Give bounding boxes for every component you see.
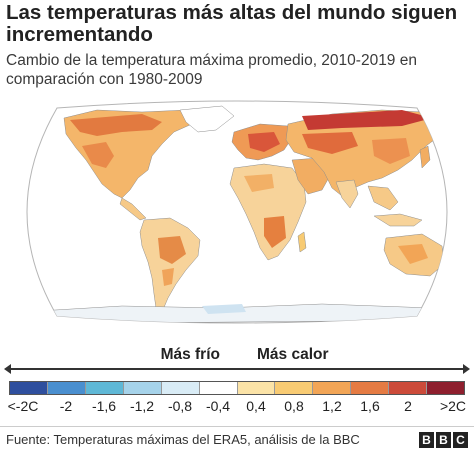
- asia-east-heat: [372, 138, 410, 164]
- world-map: [2, 98, 472, 326]
- south-america: [139, 217, 201, 313]
- antarctica-cold: [202, 304, 246, 314]
- asia-north-heat: [302, 110, 432, 130]
- legend-tick-label: -1,2: [129, 398, 155, 414]
- legend-swatch-5: [199, 382, 238, 394]
- antarctica: [27, 303, 447, 323]
- legend-swatch-11: [427, 382, 465, 394]
- legend-swatch-10: [389, 382, 428, 394]
- legend-tick-label: -0,8: [167, 398, 193, 414]
- legend-axis-line: [9, 368, 465, 370]
- legend-swatch-1: [47, 382, 86, 394]
- legend-swatch-7: [275, 382, 314, 394]
- legend-tick-label: 0,4: [246, 398, 266, 414]
- europe-heat: [248, 132, 280, 152]
- legend-tick-label: -2: [59, 398, 73, 414]
- colder-label: Más frío: [160, 346, 220, 363]
- bbc-logo-block: C: [453, 432, 468, 448]
- left-arrow-icon: [4, 364, 11, 374]
- legend-tick-label: 2: [404, 398, 412, 414]
- africa-heat-2: [244, 174, 274, 192]
- greenland: [179, 105, 235, 133]
- legend-tick-label: 1,6: [360, 398, 380, 414]
- japan: [419, 145, 431, 169]
- legend-tick-label: >2C: [439, 398, 467, 414]
- legend-swatch-8: [313, 382, 352, 394]
- legend-tick-label: <-2C: [7, 398, 39, 414]
- legend-direction-labels: Más frío Más calor: [0, 346, 474, 366]
- new-zealand: [452, 270, 460, 288]
- legend-tick-label: 0,8: [284, 398, 304, 414]
- south-america-heat: [158, 236, 186, 264]
- source-note: Fuente: Temperaturas máximas del ERA5, a…: [6, 432, 360, 447]
- legend-tick-label: 1,2: [322, 398, 342, 414]
- footer-divider: [0, 426, 474, 427]
- legend-swatch-9: [351, 382, 390, 394]
- bbc-logo-block: B: [436, 432, 451, 448]
- india: [335, 179, 359, 209]
- legend-swatch-2: [85, 382, 124, 394]
- legend-swatch-4: [161, 382, 200, 394]
- north-america-west-heat: [82, 142, 114, 168]
- southeast-asia: [367, 185, 399, 211]
- warmer-label: Más calor: [257, 346, 329, 363]
- legend-tick-label: -1,6: [91, 398, 117, 414]
- chart-title: Las temperaturas más altas del mundo sig…: [6, 1, 458, 46]
- africa-heat: [264, 216, 286, 248]
- central-america: [119, 197, 147, 221]
- madagascar: [297, 231, 307, 253]
- indonesia: [373, 213, 423, 227]
- world-map-svg: [26, 100, 460, 324]
- australia-heat: [398, 244, 428, 264]
- right-arrow-icon: [463, 364, 470, 374]
- legend-swatch-3: [123, 382, 162, 394]
- legend-colorbar: [9, 381, 465, 395]
- north-america-north-heat: [70, 114, 162, 136]
- legend-ticks: <-2C -2 -1,6 -1,2 -0,8 -0,4 0,4 0,8 1,2 1,6 2 >2C: [7, 398, 467, 416]
- bbc-logo-block: B: [419, 432, 434, 448]
- south-america-heat-2: [162, 268, 174, 286]
- chart-subtitle: Cambio de la temperatura máxima promedio…: [6, 52, 417, 88]
- asia-central-heat: [302, 132, 358, 154]
- legend-tick-label: -0,4: [205, 398, 231, 414]
- legend-swatch-6: [237, 382, 276, 394]
- legend-swatch-0: [10, 382, 48, 394]
